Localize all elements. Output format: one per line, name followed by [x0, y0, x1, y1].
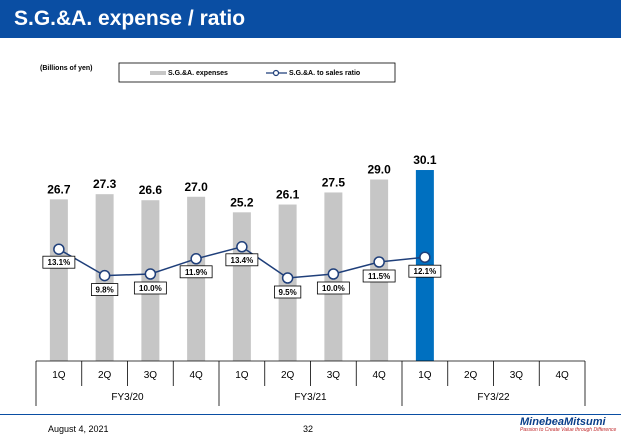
- category-tick-label: 2Q: [281, 370, 295, 381]
- category-tick-label: 1Q: [235, 370, 249, 381]
- legend-line-marker: [272, 69, 280, 77]
- footer-date: August 4, 2021: [48, 424, 109, 434]
- bar-value-label: 26.1: [276, 188, 300, 202]
- ratio-value-label: 11.9%: [185, 268, 207, 277]
- bar: [232, 212, 251, 361]
- ratio-label-box: [274, 285, 302, 299]
- bar: [141, 200, 160, 361]
- legend-bar-swatch: [150, 71, 166, 75]
- ratio-value-label: 10.0%: [139, 284, 162, 293]
- category-tick-label: 3Q: [327, 370, 341, 381]
- ratio-label-box: [362, 269, 396, 283]
- ratio-marker: [53, 243, 65, 255]
- page-number: 32: [303, 424, 314, 434]
- bar: [49, 199, 68, 361]
- bar-value-label: 26.6: [139, 183, 163, 197]
- ratio-label-box: [179, 265, 213, 279]
- ratio-marker: [419, 251, 431, 263]
- legend-line-label: S.G.&A. to sales ratio: [289, 70, 360, 77]
- legend-bar-label: S.G.&A. expenses: [168, 70, 228, 77]
- bar-value-label: 29.0: [367, 163, 391, 177]
- category-tick-label: 4Q: [555, 370, 569, 381]
- bar-value-label: 27.0: [184, 180, 208, 194]
- ratio-marker: [98, 269, 111, 282]
- ratio-marker: [190, 253, 202, 265]
- category-tick-label: 2Q: [464, 370, 478, 381]
- category-tick-label: 2Q: [98, 370, 112, 381]
- category-tick-label: 3Q: [510, 370, 524, 381]
- ratio-marker: [373, 256, 385, 268]
- sga-chart: (Billions of yen) S.G.&A. expenses S.G.&…: [35, 62, 586, 406]
- category-tick-label: 4Q: [189, 370, 203, 381]
- ratio-value-label: 9.8%: [96, 286, 114, 295]
- ratio-value-label: 13.1%: [48, 258, 71, 267]
- ratio-marker: [144, 268, 157, 280]
- bar: [187, 196, 206, 361]
- bar-value-label: 26.7: [47, 182, 71, 196]
- header-bar: S.G.&A. expense / ratio: [0, 0, 621, 38]
- page-title: S.G.&A. expense / ratio: [14, 7, 246, 30]
- bar-value-label: 30.1: [413, 153, 437, 167]
- company-logo: MinebeaMitsumi Passion to Create Value t…: [520, 416, 616, 433]
- ratio-value-label: 10.0%: [322, 284, 345, 293]
- ratio-label-box: [225, 253, 259, 267]
- logo-wordmark: MinebeaMitsumi: [520, 416, 606, 428]
- bar-series: [49, 170, 434, 361]
- category-axis: FY3/20 FY3/21 FY3/22 1Q 2Q 3Q 4Q 1Q 2Q 3Q 4Q 1Q 2Q 3Q…: [35, 360, 586, 406]
- ratio-label-box: [91, 283, 119, 297]
- ratio-label-box: [408, 264, 442, 278]
- unit-label: (Billions of yen): [40, 65, 93, 72]
- ratio-value-label: 12.1%: [414, 267, 437, 276]
- ratio-line-series: 13.1% 9.8% 10.0% 11.9% 13.4% 9.5% 10.0% 11.5% 12…: [42, 241, 442, 299]
- category-tick-label: 1Q: [52, 370, 66, 381]
- ratio-value-label: 9.5%: [279, 288, 297, 297]
- category-tick-label: 4Q: [372, 370, 386, 381]
- ratio-marker: [236, 241, 248, 253]
- bar-value-label: 25.2: [230, 195, 254, 209]
- legend-box: [118, 62, 396, 83]
- bar-value-labels: 26.7 27.3 26.6 27.0 25.2 26.1 27.5 29.0 30.1: [47, 153, 437, 209]
- ratio-value-label: 13.4%: [231, 256, 254, 265]
- ratio-label-box: [133, 281, 167, 295]
- ratio-value-label: 11.5%: [368, 272, 390, 281]
- ratio-marker: [281, 272, 294, 284]
- logo-tagline: Passion to Create Value through Differen…: [520, 427, 617, 433]
- bar-value-label: 27.5: [322, 175, 346, 189]
- legend: S.G.&A. expenses S.G.&A. to sales ratio: [118, 62, 396, 83]
- category-tick-label: 3Q: [144, 370, 158, 381]
- group-label: FY3/22: [477, 392, 510, 403]
- group-label: FY3/20: [111, 392, 144, 403]
- ratio-label-box: [42, 255, 76, 269]
- category-tick-label: 1Q: [418, 370, 432, 381]
- bar-value-label: 27.3: [93, 177, 117, 191]
- group-label: FY3/21: [294, 392, 327, 403]
- ratio-label-box: [316, 281, 350, 295]
- ratio-marker: [327, 268, 340, 280]
- footer-divider: [0, 414, 621, 415]
